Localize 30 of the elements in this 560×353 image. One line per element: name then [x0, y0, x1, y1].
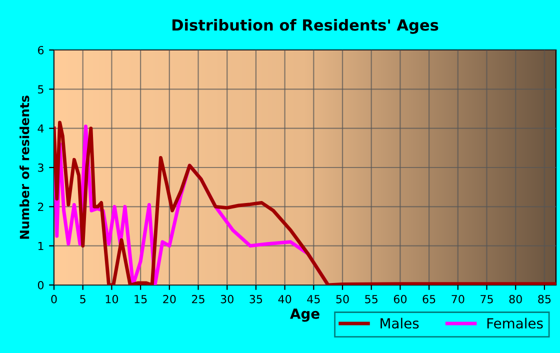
- y-tick-label: 4: [38, 124, 44, 133]
- x-tick-label: 0: [51, 294, 57, 304]
- y-tick-label: 1: [38, 242, 44, 250]
- x-tick-label: 25: [192, 294, 204, 304]
- x-tick-label: 5: [80, 295, 86, 304]
- y-tick-label: 3: [38, 163, 44, 172]
- x-tick-label: 75: [480, 295, 493, 304]
- x-tick-label: 80: [509, 294, 522, 304]
- legend-label: Females: [487, 318, 543, 329]
- x-axis-title: Age: [290, 308, 320, 322]
- x-tick-label: 65: [422, 294, 436, 304]
- x-tick-label: 15: [134, 295, 147, 304]
- y-axis-title: Number of residents: [20, 96, 30, 239]
- y-tick-label: 0: [38, 280, 44, 290]
- x-tick-label: 85: [538, 294, 551, 304]
- x-tick-label: 60: [394, 294, 407, 304]
- x-tick-label: 45: [307, 295, 320, 304]
- x-tick-label: 10: [106, 294, 118, 304]
- chart-title: Distribution of Residents' Ages: [172, 18, 438, 34]
- x-tick-label: 40: [278, 294, 292, 304]
- x-tick-label: 55: [365, 295, 378, 304]
- y-tick-label: 5: [38, 85, 44, 94]
- y-tick-label: 2: [38, 202, 44, 211]
- x-tick-label: 70: [452, 294, 464, 304]
- x-tick-label: 35: [250, 294, 262, 304]
- x-tick-label: 20: [163, 294, 176, 304]
- x-tick-label: 50: [336, 294, 349, 304]
- x-tick-label: 30: [220, 294, 234, 304]
- y-tick-label: 6: [38, 46, 44, 54]
- legend-label: Males: [380, 318, 419, 329]
